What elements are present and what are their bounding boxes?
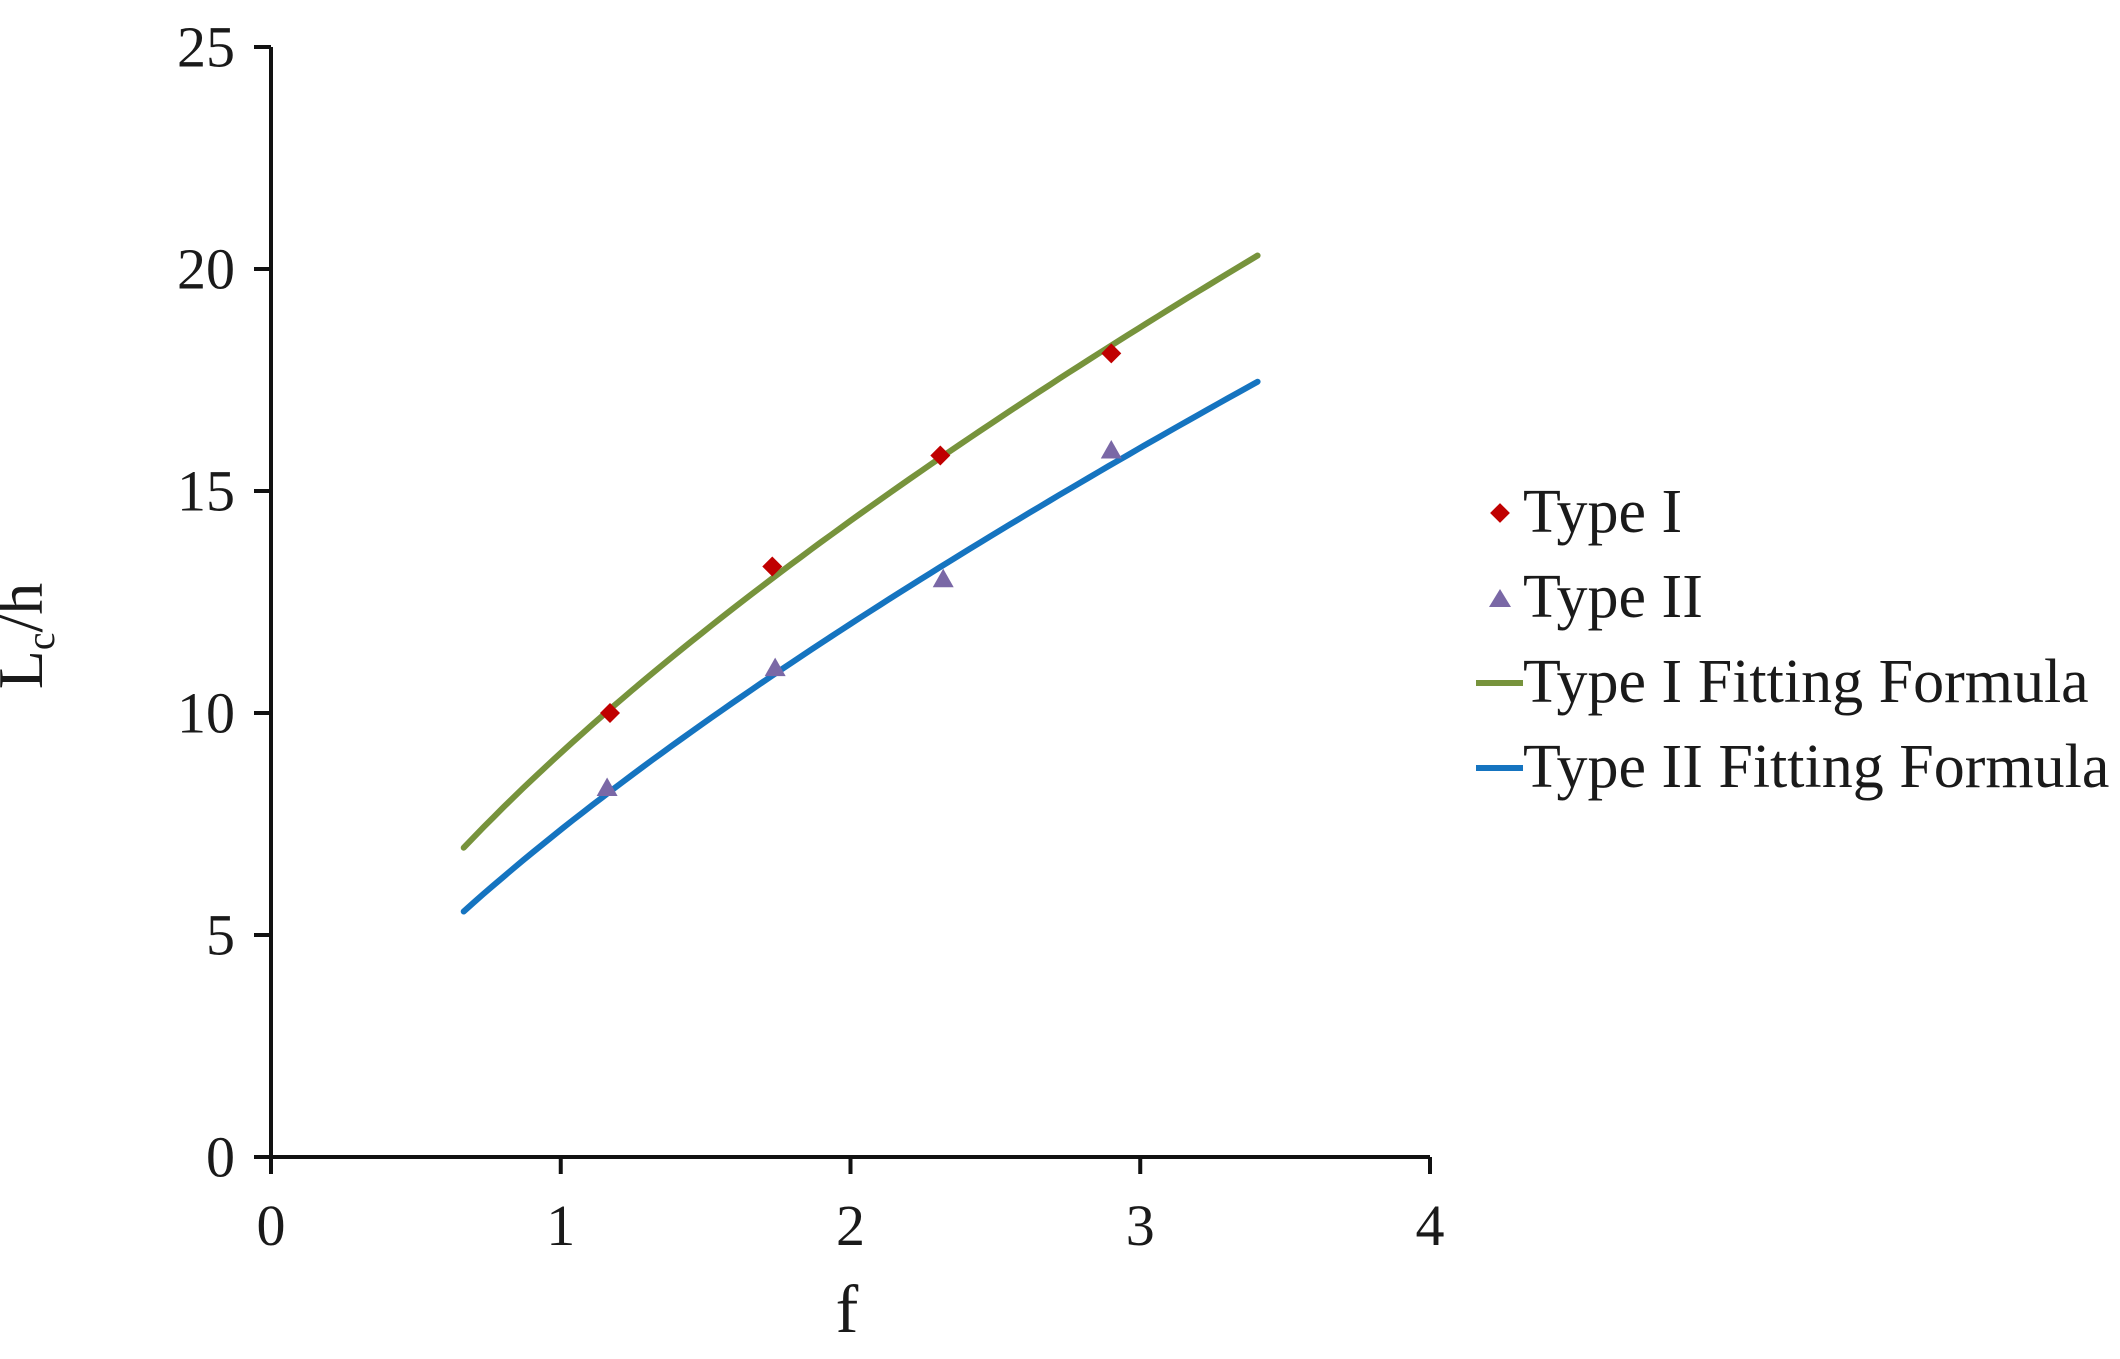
legend-item-type-i: Type I	[1476, 470, 2109, 555]
type-ii-point	[932, 568, 954, 588]
legend-item-type-ii: Type II	[1476, 555, 2109, 640]
type-ii-triangle-icon	[1488, 588, 1511, 607]
type-ii-fitting-formula-curve	[460, 378, 1261, 915]
x-tick-label: 3	[1126, 1193, 1155, 1258]
type-i-fitting-formula-curve	[460, 252, 1261, 851]
legend-label: Type I	[1523, 478, 1683, 546]
legend-label: Type I Fitting Formula	[1523, 648, 2089, 716]
x-tick-label: 2	[836, 1193, 865, 1258]
y-tick-label: 15	[177, 459, 235, 524]
x-tick-label: 1	[546, 1193, 575, 1258]
legend: Type I Type II Type I Fitting Formula Ty…	[1476, 470, 2109, 810]
type-i-point	[600, 703, 621, 723]
y-tick-label: 5	[206, 903, 235, 968]
y-tick-label: 20	[177, 237, 235, 302]
type-ii-point	[596, 777, 618, 796]
y-tick-label: 0	[206, 1125, 235, 1190]
type-i-diamond-icon	[1489, 502, 1510, 523]
legend-label: Type II Fitting Formula	[1523, 733, 2110, 801]
type-ii-point	[764, 657, 786, 677]
type-i-point	[762, 556, 783, 577]
x-tick-label: 4	[1416, 1193, 1445, 1258]
type-ii-fit-line-icon	[1476, 764, 1523, 771]
legend-label: Type II	[1523, 563, 1703, 631]
x-tick-label: 0	[257, 1193, 286, 1258]
legend-marker-cell	[1476, 470, 1523, 555]
type-i-point	[1101, 343, 1122, 364]
type-ii-point	[1100, 440, 1122, 459]
legend-item-type-i-fit: Type I Fitting Formula	[1476, 640, 2109, 725]
legend-item-type-ii-fit: Type II Fitting Formula	[1476, 725, 2109, 810]
y-axis-title: Lc/h	[0, 583, 63, 689]
y-tick-label: 10	[177, 681, 235, 746]
type-i-point	[930, 445, 951, 466]
type-i-fit-line-icon	[1476, 679, 1523, 686]
x-axis-title: f	[836, 1271, 859, 1347]
legend-marker-cell	[1476, 555, 1523, 640]
y-tick-label: 25	[177, 15, 235, 80]
